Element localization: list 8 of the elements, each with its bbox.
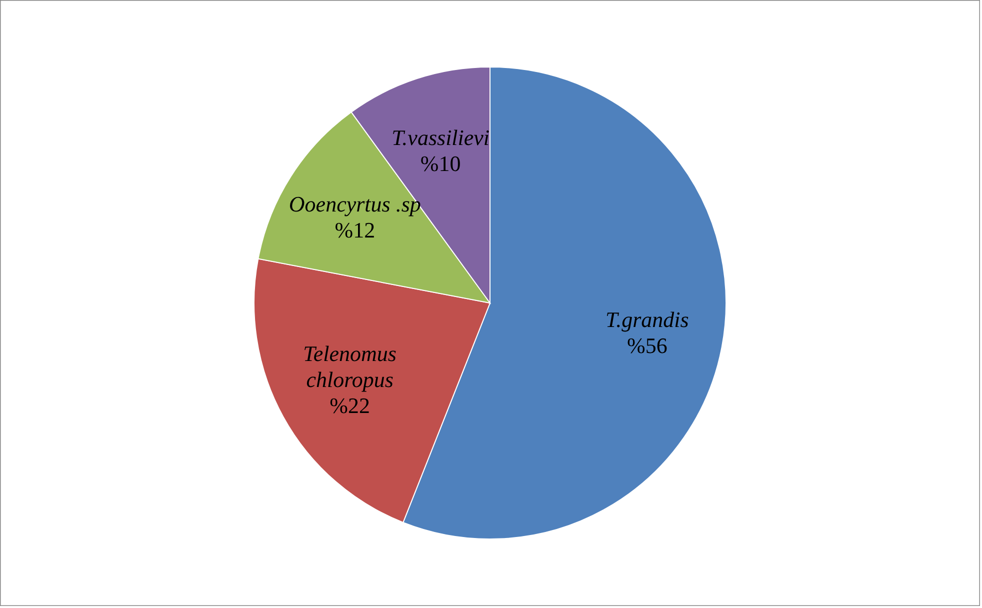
data-label: %12 xyxy=(334,217,376,242)
slice-label: Ooencyrtus .sp xyxy=(288,191,421,216)
data-label: %10 xyxy=(420,150,461,176)
data-label: %22 xyxy=(330,393,370,418)
category-label: Telenomus chloropus xyxy=(303,341,396,392)
data-label: %56 xyxy=(627,332,668,358)
slice-label: T.vassilievi xyxy=(392,124,490,150)
slice-label: T.grandis xyxy=(605,306,689,332)
